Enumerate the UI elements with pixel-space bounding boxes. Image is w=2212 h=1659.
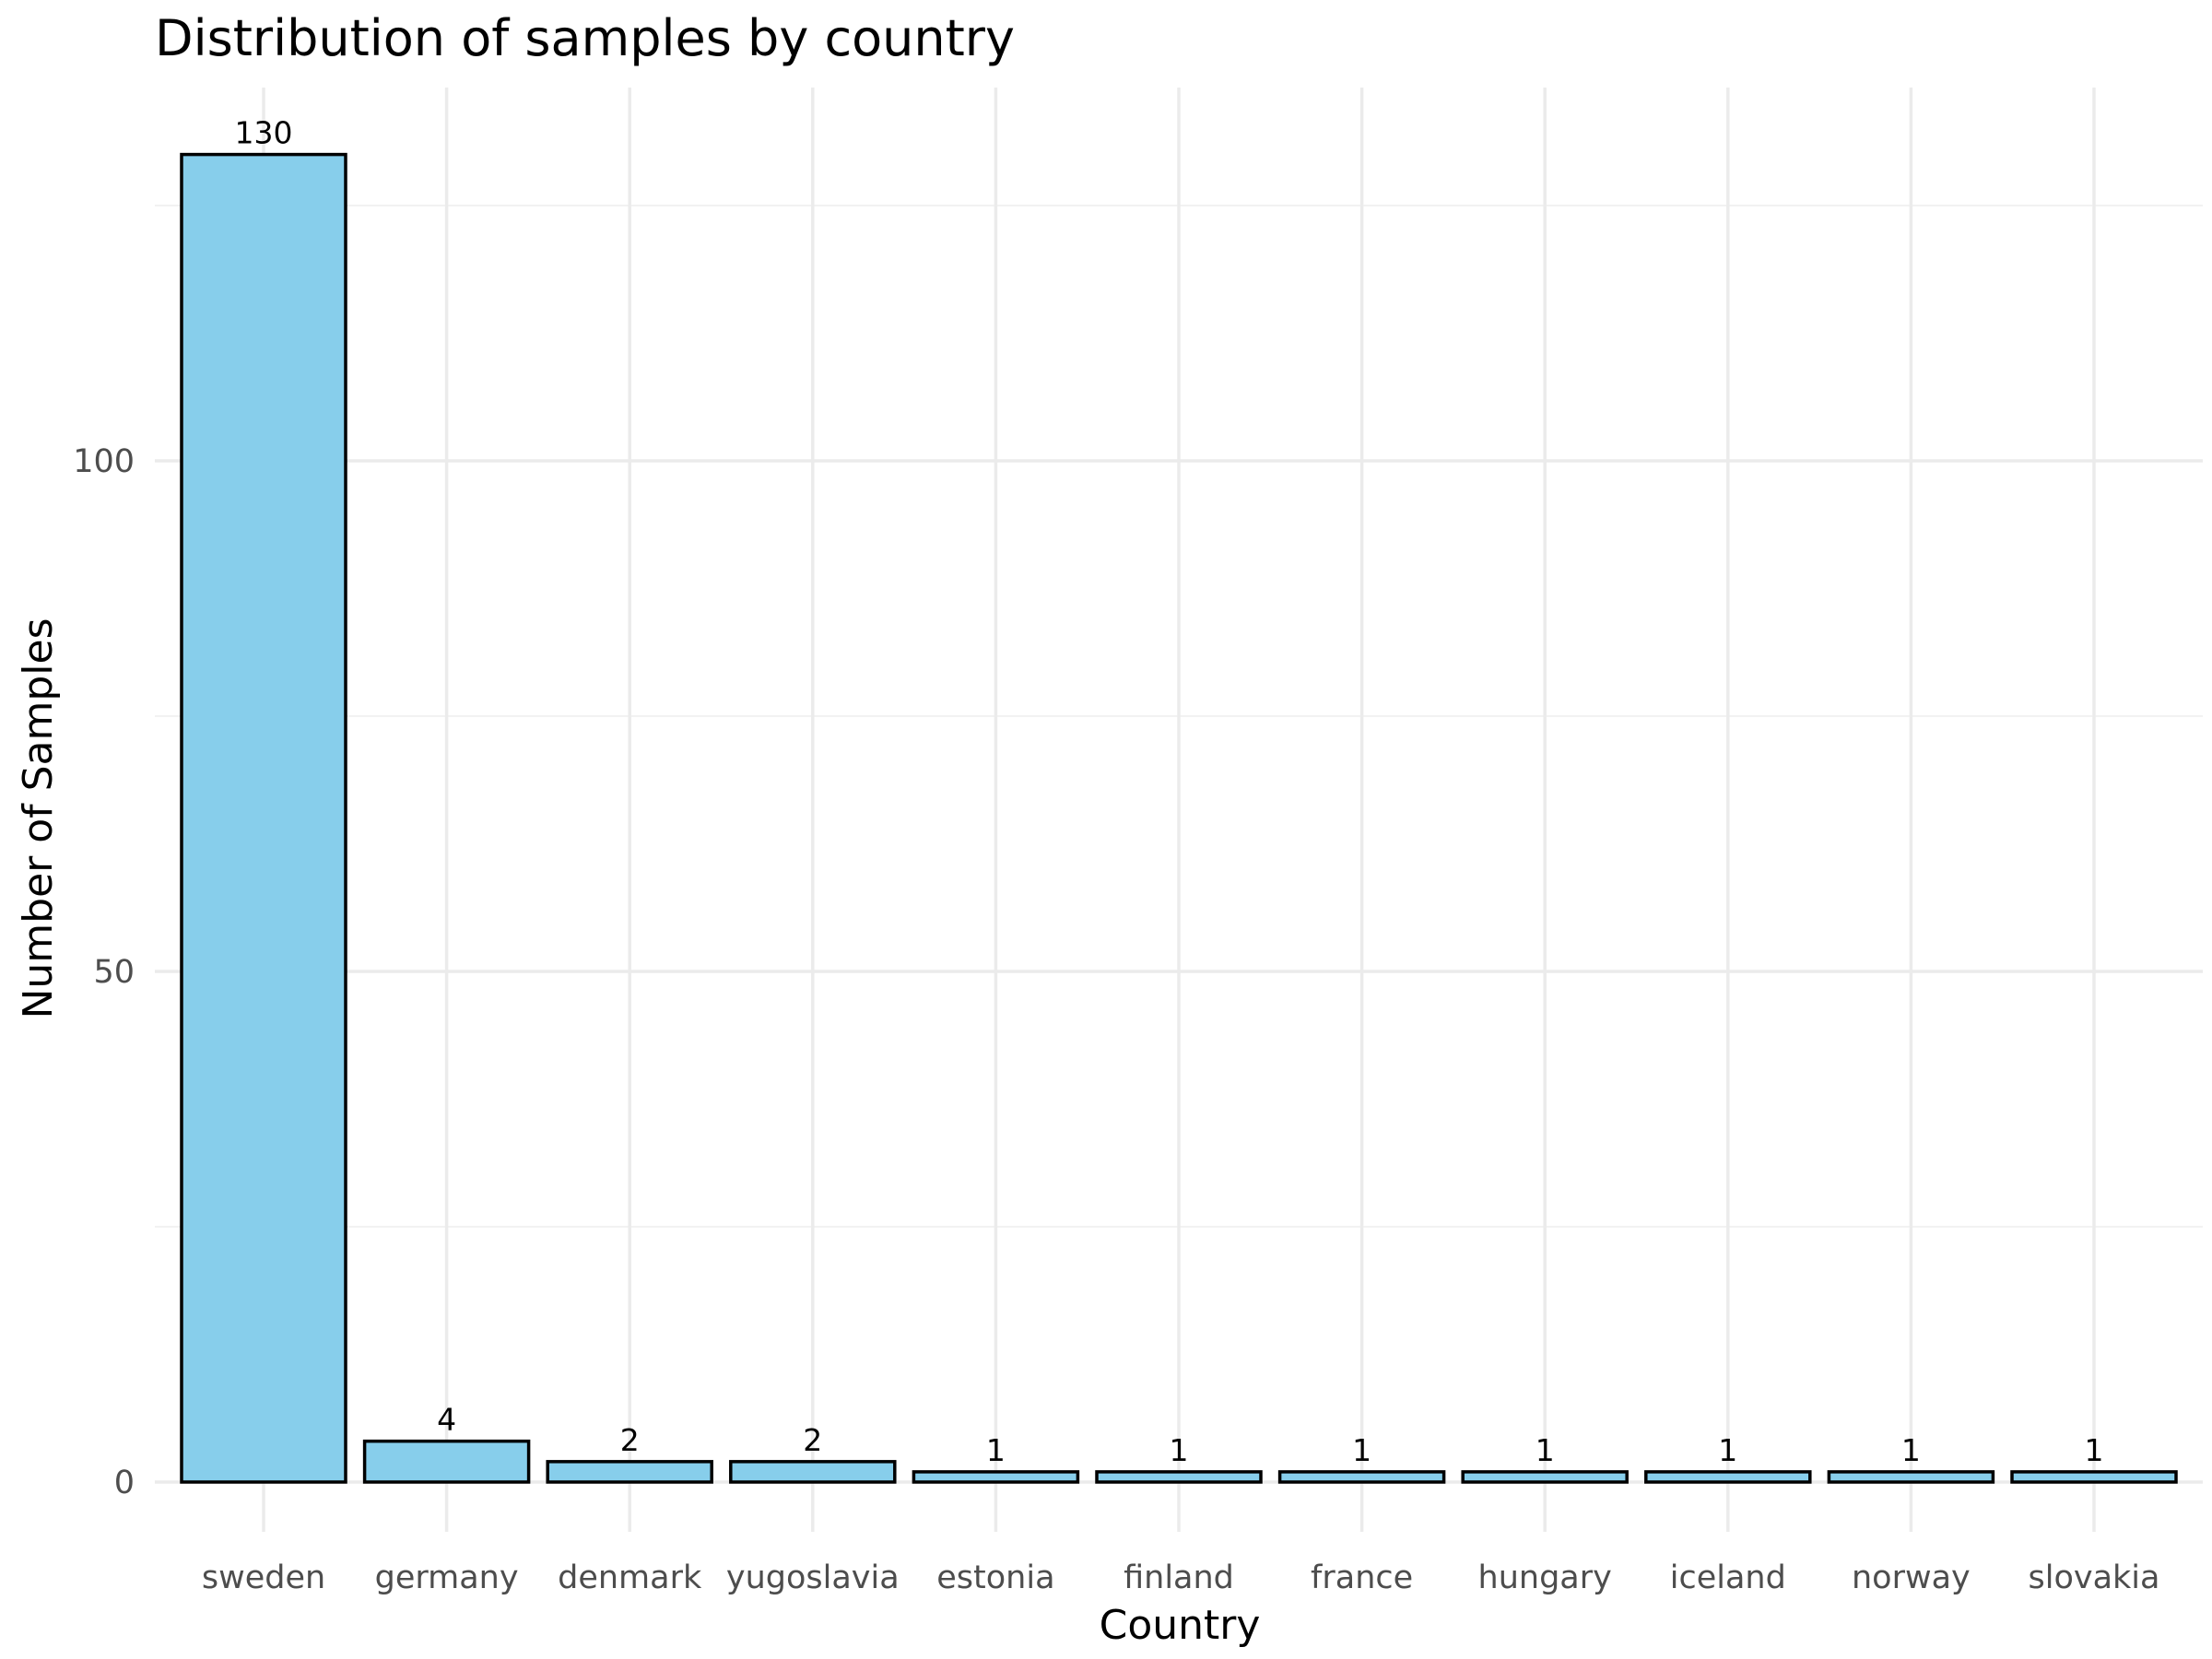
x-tick-label-hungary: hungary: [1478, 1559, 1612, 1596]
x-axis-title: Country: [1100, 1602, 1261, 1649]
y-tick-label: 50: [93, 954, 135, 991]
data-label-yugoslavia: 2: [803, 1422, 822, 1458]
bar-finland: [1095, 1470, 1263, 1484]
data-label-germany: 4: [437, 1402, 456, 1438]
data-label-norway: 1: [1901, 1432, 1921, 1468]
bar-estonia: [912, 1470, 1080, 1484]
y-axis-ticks: 0 50 100: [73, 443, 135, 1501]
data-label-france: 1: [1352, 1432, 1371, 1468]
y-tick-label: 100: [73, 443, 135, 480]
bar-sweden: [180, 152, 347, 1484]
x-tick-label-norway: norway: [1852, 1559, 1971, 1596]
x-axis-ticks: sweden germany denmark yugoslavia estonia fin…: [202, 1559, 2160, 1596]
data-label-estonia: 1: [986, 1432, 1006, 1468]
data-label-iceland: 1: [1718, 1432, 1737, 1468]
grid-lines: [155, 88, 2203, 1532]
chart-title: Distribution of samples by country: [155, 9, 1015, 67]
bar-slovakia: [2010, 1470, 2178, 1484]
y-tick-label: 0: [114, 1465, 135, 1501]
x-tick-label-denmark: denmark: [558, 1559, 702, 1596]
bar-norway: [1827, 1470, 1995, 1484]
y-axis-title: Number of Samples: [15, 618, 62, 1018]
x-tick-label-france: france: [1311, 1559, 1413, 1596]
x-tick-label-finland: finland: [1124, 1559, 1234, 1596]
x-tick-label-estonia: estonia: [936, 1559, 1054, 1596]
data-label-sweden: 130: [235, 115, 293, 151]
bar-yugoslavia: [729, 1460, 897, 1484]
bars: [180, 152, 2178, 1484]
x-tick-label-slovakia: slovakia: [2029, 1559, 2160, 1596]
data-labels: 130 4 2 2 1 1 1 1 1 1 1: [235, 115, 2104, 1468]
bar-germany: [362, 1439, 531, 1484]
data-label-slovakia: 1: [2085, 1432, 2104, 1468]
x-tick-label-yugoslavia: yugoslavia: [726, 1559, 900, 1596]
x-tick-label-sweden: sweden: [202, 1559, 325, 1596]
bar-denmark: [546, 1460, 713, 1484]
bar-hungary: [1461, 1470, 1629, 1484]
x-tick-label-iceland: iceland: [1670, 1559, 1786, 1596]
data-label-hungary: 1: [1535, 1432, 1555, 1468]
bar-iceland: [1644, 1470, 1812, 1484]
bar-france: [1277, 1470, 1446, 1484]
data-label-finland: 1: [1170, 1432, 1189, 1468]
x-tick-label-germany: germany: [375, 1559, 519, 1596]
data-label-denmark: 2: [620, 1422, 640, 1458]
